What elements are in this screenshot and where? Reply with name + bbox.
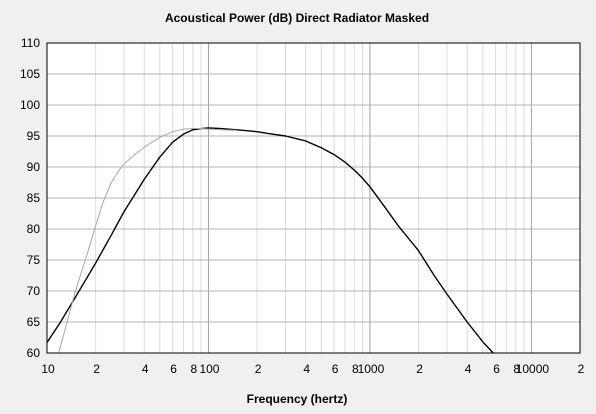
y-tick-label: 90 (27, 160, 41, 174)
x-tick-label: 6 (332, 362, 339, 376)
y-tick-label: 95 (27, 129, 41, 143)
x-tick-label: 10 (41, 362, 55, 376)
y-tick-label: 100 (20, 98, 40, 112)
y-tick-label: 105 (20, 67, 40, 81)
y-tick-label: 75 (27, 253, 41, 267)
x-tick-label: 8 (190, 362, 197, 376)
x-tick-label: 6 (493, 362, 500, 376)
x-tick-label: 6 (170, 362, 177, 376)
x-tick-label: 4 (303, 362, 310, 376)
y-tick-label: 80 (27, 222, 41, 236)
x-tick-label: 1000 (358, 362, 385, 376)
x-tick-label: 8 (352, 362, 359, 376)
x-tick-label: 2 (93, 362, 100, 376)
y-axis-ticks: 60 65 70 75 80 85 90 95 100 105 110 (20, 36, 40, 360)
y-tick-label: 110 (21, 36, 40, 50)
series-layer (47, 127, 494, 353)
chart-title: Acoustical Power (dB) Direct Radiator Ma… (165, 11, 429, 25)
series-line-2 (58, 128, 237, 353)
series-line-1 (47, 127, 494, 353)
x-tick-label: 4 (465, 362, 472, 376)
y-tick-label: 60 (27, 346, 41, 360)
x-tick-label: 2 (255, 362, 262, 376)
x-tick-label: 2 (416, 362, 423, 376)
x-tick-label: 4 (142, 362, 149, 376)
x-tick-label: 10000 (516, 362, 550, 376)
y-tick-label: 70 (27, 284, 41, 298)
plot-border (46, 42, 581, 354)
x-tick-label: 2 (578, 362, 585, 376)
y-tick-label: 65 (27, 315, 41, 329)
x-axis-label: Frequency (hertz) (247, 392, 348, 406)
x-tick-label: 100 (199, 362, 219, 376)
x-tick-label: 8 (513, 362, 520, 376)
y-tick-label: 85 (27, 191, 41, 205)
